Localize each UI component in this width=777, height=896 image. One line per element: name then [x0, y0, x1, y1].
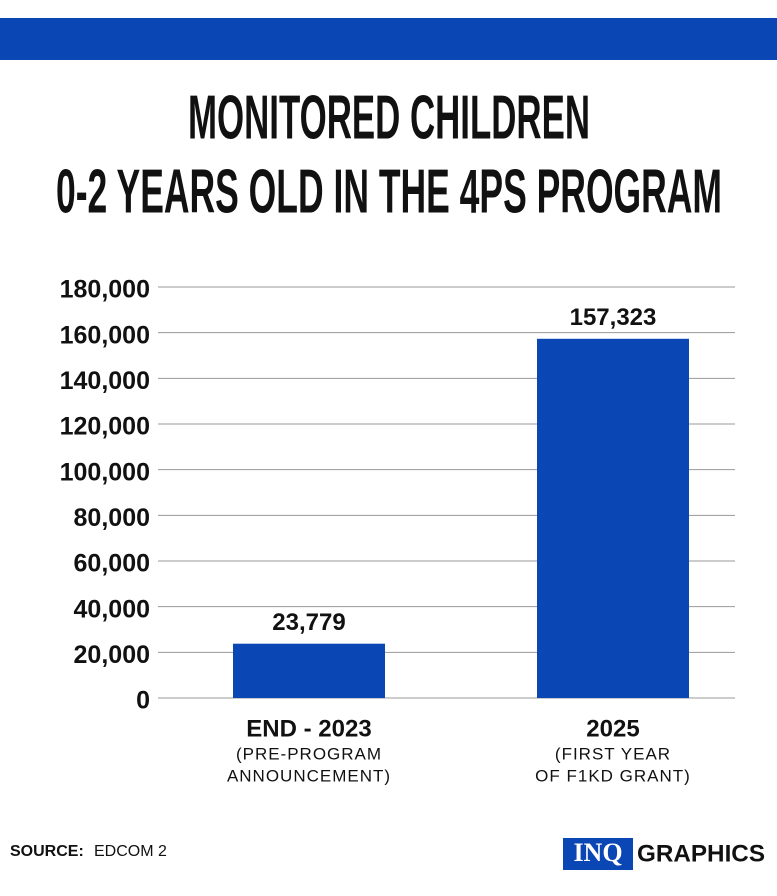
x-tick-note: (PRE-PROGRAM — [236, 744, 382, 763]
chart-title: 0-2 YEARS OLD IN THE 4PS PROGRAM — [56, 157, 722, 226]
source: EDCOM 2 — [94, 843, 167, 860]
y-tick-label: 120,000 — [60, 413, 150, 441]
top-band — [0, 18, 777, 60]
y-tick-label: 100,000 — [60, 458, 150, 486]
logo-mark: INQ — [573, 838, 622, 867]
y-tick-label: 180,000 — [60, 276, 150, 304]
x-tick-note: (FIRST YEAR — [555, 744, 671, 763]
x-tick-label: 2025 — [586, 715, 639, 742]
y-tick-label: 20,000 — [74, 641, 150, 669]
chart-title: MONITORED CHILDREN — [188, 83, 590, 152]
value-label: 157,323 — [570, 304, 657, 331]
bar — [537, 338, 689, 698]
x-tick-label: END - 2023 — [246, 715, 371, 742]
bar — [233, 643, 385, 698]
x-tick-note: ANNOUNCEMENT) — [227, 766, 391, 785]
y-tick-label: 140,000 — [60, 367, 150, 395]
value-label: 23,779 — [272, 609, 345, 636]
x-tick-note: OF F1KD GRANT) — [535, 766, 691, 785]
logo-text: GRAPHICS — [637, 840, 765, 867]
y-tick-label: 0 — [136, 687, 150, 715]
y-tick-label: 60,000 — [74, 550, 150, 578]
logo-box — [563, 838, 633, 870]
y-tick-label: 40,000 — [74, 595, 150, 623]
y-tick-label: 160,000 — [60, 321, 150, 349]
y-tick-label: 80,000 — [74, 504, 150, 532]
source-label: SOURCE: — [10, 843, 84, 860]
